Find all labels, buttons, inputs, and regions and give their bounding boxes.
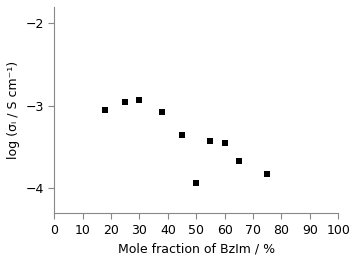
Point [193, 181, 199, 185]
Point [179, 133, 185, 137]
Point [264, 172, 270, 176]
X-axis label: Mole fraction of BzIm / %: Mole fraction of BzIm / % [118, 242, 275, 255]
Point [159, 110, 165, 114]
Point [102, 108, 108, 112]
Point [207, 138, 213, 143]
Y-axis label: log (σᵢ / S cm⁻¹): log (σᵢ / S cm⁻¹) [7, 61, 20, 159]
Point [236, 159, 242, 163]
Point [222, 141, 227, 145]
Point [137, 98, 142, 102]
Point [122, 100, 128, 104]
